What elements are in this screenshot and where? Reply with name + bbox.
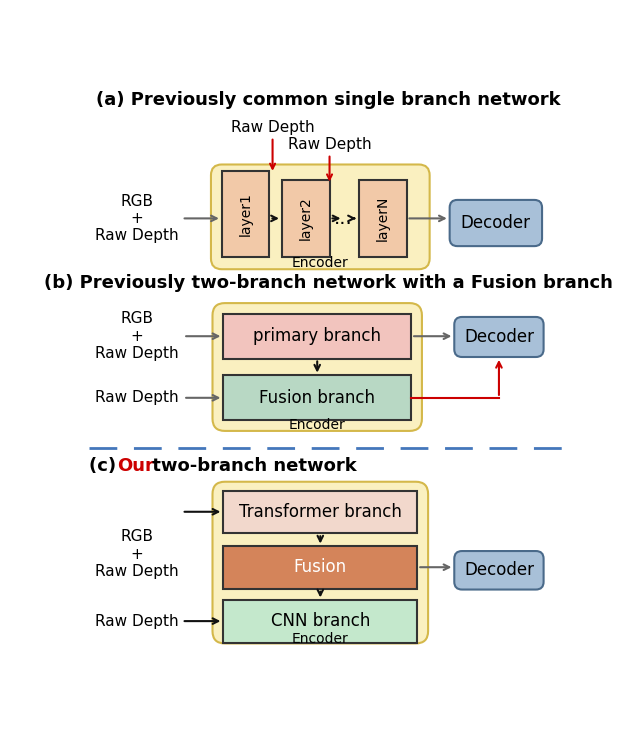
Text: Raw Depth: Raw Depth — [288, 137, 371, 152]
FancyBboxPatch shape — [211, 165, 429, 269]
FancyBboxPatch shape — [223, 600, 417, 643]
Text: primary branch: primary branch — [253, 327, 381, 345]
FancyBboxPatch shape — [223, 375, 411, 420]
Text: RGB
+
Raw Depth: RGB + Raw Depth — [95, 529, 179, 579]
Text: layer1: layer1 — [239, 192, 253, 236]
Text: CNN branch: CNN branch — [271, 612, 370, 630]
Text: Raw Depth: Raw Depth — [95, 390, 179, 405]
FancyBboxPatch shape — [221, 171, 269, 257]
Text: (c): (c) — [90, 457, 123, 476]
FancyBboxPatch shape — [212, 303, 422, 431]
FancyBboxPatch shape — [282, 180, 330, 257]
Text: (b) Previously two-branch network with a Fusion branch: (b) Previously two-branch network with a… — [44, 274, 612, 292]
Text: RGB
+
Raw Depth: RGB + Raw Depth — [95, 312, 179, 361]
Text: Encoder: Encoder — [292, 256, 349, 270]
FancyBboxPatch shape — [223, 546, 417, 588]
Text: Fusion branch: Fusion branch — [259, 389, 375, 407]
Text: layer2: layer2 — [299, 197, 313, 240]
Text: layerN: layerN — [376, 196, 390, 241]
Text: Fusion: Fusion — [294, 558, 347, 577]
Text: RGB
+
Raw Depth: RGB + Raw Depth — [95, 194, 179, 243]
FancyBboxPatch shape — [359, 180, 406, 257]
FancyBboxPatch shape — [454, 551, 543, 590]
Text: Encoder: Encoder — [292, 632, 349, 646]
FancyBboxPatch shape — [454, 317, 543, 357]
Text: two-branch network: two-branch network — [147, 457, 357, 476]
Text: Raw Depth: Raw Depth — [95, 614, 179, 628]
Text: Decoder: Decoder — [464, 328, 534, 346]
Text: Our: Our — [117, 457, 154, 476]
Text: ...: ... — [334, 209, 353, 228]
Text: Decoder: Decoder — [464, 561, 534, 580]
FancyBboxPatch shape — [450, 200, 542, 246]
FancyBboxPatch shape — [223, 314, 411, 358]
Text: (a) Previously common single branch network: (a) Previously common single branch netw… — [96, 91, 560, 109]
Text: Encoder: Encoder — [289, 418, 346, 432]
Text: Transformer branch: Transformer branch — [239, 503, 402, 521]
FancyBboxPatch shape — [212, 482, 428, 643]
Text: Raw Depth: Raw Depth — [231, 120, 314, 135]
FancyBboxPatch shape — [223, 491, 417, 533]
Text: Decoder: Decoder — [461, 214, 531, 232]
